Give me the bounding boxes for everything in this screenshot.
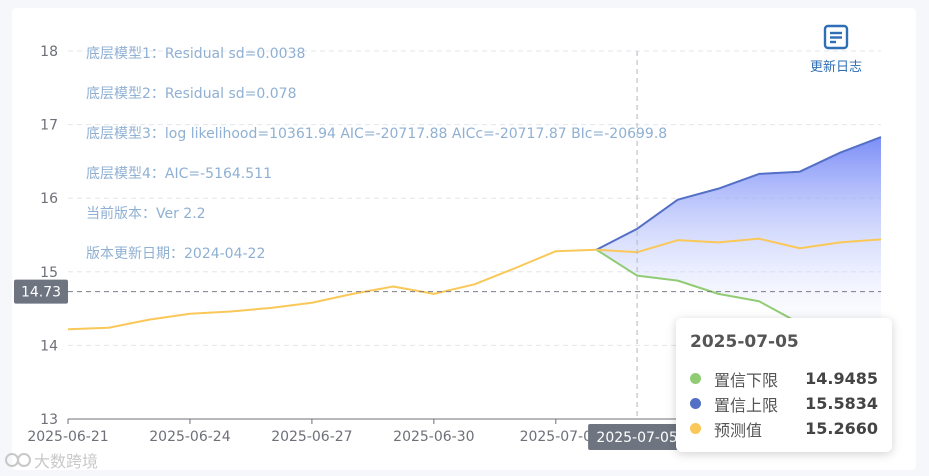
tooltip-row-name: 预测值 [714,420,763,440]
y-tick-label: 14 [40,338,58,354]
watermark-text: 大数跨境 [34,452,99,471]
y-axis: 13 14 15 16 17 18 [40,44,58,428]
tooltip-row-value: 15.5834 [805,394,878,413]
upper-bound-dot [690,398,701,409]
y-tick-label: 16 [40,191,58,207]
tooltip-row-forecast: 预测值 15.2660 [690,416,878,441]
y-tick-label: 15 [40,265,58,281]
y-tick-label: 18 [40,44,58,60]
y-pointer-badge [14,279,68,304]
document-list-icon [823,24,849,50]
x-pointer-label: 2025-07-05 [596,430,677,446]
confidence-band [596,137,881,340]
forecast-dot [690,423,701,434]
tooltip-row-name: 置信上限 [714,395,779,415]
tooltip-row-upper: 置信上限 15.5834 [690,391,878,416]
watermark: 大数跨境 [4,448,98,472]
tooltip-title: 2025-07-05 [690,332,799,352]
upper-bound-line [595,136,882,251]
x-tick-label: 2025-07-0 [520,429,592,445]
annotation-line: 底层模型2：Residual sd=0.078 [86,86,296,102]
x-tick-label: 2025-06-21 [27,429,108,445]
x-tick-label: 2025-06-30 [393,429,474,445]
annotation-line: 版本更新日期：2024-04-22 [86,246,265,262]
x-tick-label: 2025-06-24 [149,429,230,445]
x-pointer-badge [588,424,687,450]
annotation-line: 当前版本：Ver 2.2 [86,205,206,222]
tooltip-row-value: 15.2660 [805,419,878,438]
y-pointer-label: 14.73 [21,285,61,301]
tooltip-row-name: 置信下限 [714,370,779,390]
annotation-line: 底层模型4：AIC=-5164.511 [86,166,272,182]
y-tick-label: 13 [40,412,58,428]
lower-bound-dot [690,373,701,384]
forecast-line [596,237,882,254]
history-line [67,248,597,331]
update-log-label: 更新日志 [809,60,862,75]
crosshair: 14.73 2025-07-05 [14,51,881,450]
model-annotations: 底层模型1：Residual sd=0.0038 底层模型2：Residual s… [86,46,667,262]
series-layer [67,136,882,341]
update-log-button[interactable]: 更新日志 [800,24,872,75]
tooltip-row-lower: 置信下限 14.9485 [690,366,878,391]
watermark-logo-icon [5,453,31,467]
chart-tooltip: 2025-07-05 置信下限 14.9485 置信上限 15.5834 预测值… [676,318,892,452]
x-tick-label: 2025-06-27 [271,429,352,445]
y-tick-label: 17 [40,118,58,134]
annotation-line: 底层模型3：log likelihood=10361.94 AIC=-20717… [86,126,667,142]
tooltip-row-value: 14.9485 [805,369,878,388]
annotation-line: 底层模型1：Residual sd=0.0038 [86,46,305,62]
